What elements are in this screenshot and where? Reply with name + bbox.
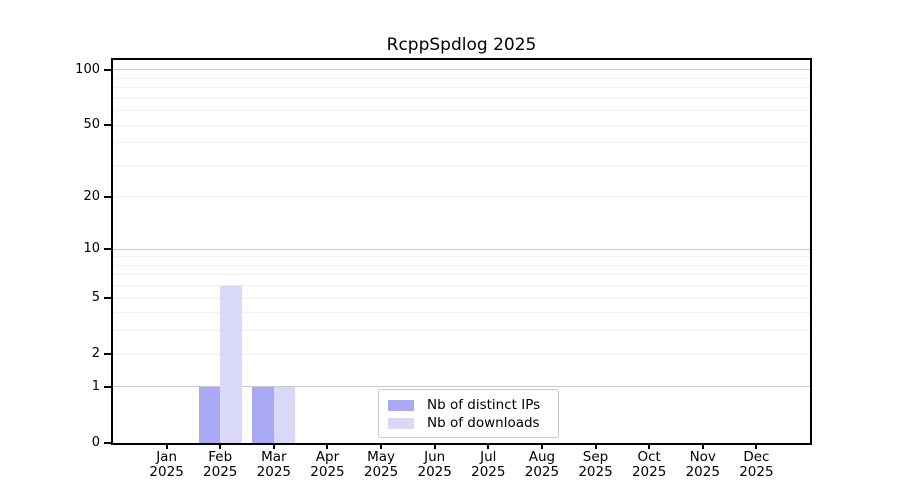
plot-area: 0 1 2 5 10 20 50 100 Jan 2025 Feb 2025 Mar 2025 Apr… bbox=[75, 58, 812, 480]
x-tick-label-jul: Jul 2025 bbox=[471, 449, 506, 480]
x-tick bbox=[701, 443, 704, 449]
minor-gridline bbox=[113, 274, 810, 276]
bar-downloads-feb bbox=[220, 285, 242, 443]
minor-gridline bbox=[113, 312, 810, 314]
y-tick-label: 100 bbox=[75, 61, 100, 77]
chart-title: RcppSpdlog 2025 bbox=[386, 35, 537, 55]
y-tick-label: 50 bbox=[83, 117, 100, 133]
y-tick bbox=[104, 442, 111, 444]
minor-gridline bbox=[113, 330, 810, 332]
x-tick bbox=[540, 443, 543, 449]
minor-gridline bbox=[113, 264, 810, 266]
minor-gridline bbox=[113, 97, 810, 99]
y-tick-label: 20 bbox=[83, 188, 100, 204]
major-gridline bbox=[113, 248, 810, 250]
bar-downloads-mar bbox=[273, 386, 296, 443]
minor-gridline bbox=[113, 196, 810, 198]
y-tick-label: 5 bbox=[91, 290, 100, 306]
x-tick bbox=[380, 443, 383, 449]
minor-gridline bbox=[113, 353, 810, 355]
x-tick-label-sep: Sep 2025 bbox=[578, 449, 613, 480]
legend-row: Nb of distinct IPs bbox=[388, 396, 550, 414]
x-tick-label-aug: Aug 2025 bbox=[524, 449, 560, 480]
y-tick bbox=[104, 248, 111, 251]
y-tick bbox=[104, 124, 111, 127]
x-tick-label-dec: Dec 2025 bbox=[739, 449, 774, 480]
x-tick-label-apr: Apr 2025 bbox=[310, 449, 345, 480]
bar-distinct-ips-feb bbox=[198, 386, 221, 443]
minor-gridline bbox=[113, 256, 810, 258]
y-tick bbox=[104, 353, 111, 356]
major-gridline bbox=[113, 386, 810, 388]
legend-swatch-distinct-ips bbox=[388, 399, 414, 411]
y-tick bbox=[104, 195, 111, 198]
x-tick-label-may: May 2025 bbox=[363, 449, 399, 480]
y-tick-label: 1 bbox=[91, 378, 100, 394]
minor-gridline bbox=[113, 142, 810, 144]
x-tick bbox=[219, 443, 222, 449]
legend-label: Nb of distinct IPs bbox=[427, 397, 541, 413]
legend: Nb of distinct IPs Nb of downloads bbox=[378, 389, 559, 438]
x-tick-label-nov: Nov 2025 bbox=[685, 449, 720, 480]
minor-gridline bbox=[113, 164, 810, 166]
y-tick-label: 0 bbox=[91, 435, 100, 450]
minor-gridline bbox=[113, 285, 810, 287]
x-tick-label-jun: Jun 2025 bbox=[417, 449, 452, 480]
y-tick bbox=[104, 297, 111, 300]
x-tick bbox=[433, 443, 436, 449]
minor-gridline bbox=[113, 87, 810, 89]
bar-distinct-ips-mar bbox=[252, 386, 274, 443]
legend-swatch-downloads bbox=[388, 417, 414, 429]
minor-gridline bbox=[113, 124, 810, 126]
x-tick bbox=[755, 443, 758, 449]
x-tick bbox=[326, 443, 329, 449]
x-tick bbox=[272, 443, 275, 449]
minor-gridline bbox=[113, 110, 810, 112]
x-tick bbox=[487, 443, 490, 449]
minor-gridline bbox=[113, 77, 810, 79]
x-tick bbox=[648, 443, 651, 449]
major-gridline bbox=[113, 69, 810, 71]
x-tick-label-mar: Mar 2025 bbox=[256, 449, 292, 480]
x-tick bbox=[594, 443, 597, 449]
x-tick-label-feb: Feb 2025 bbox=[203, 449, 238, 480]
x-tick-label-jan: Jan 2025 bbox=[149, 449, 184, 480]
y-tick bbox=[104, 68, 111, 71]
y-tick bbox=[104, 385, 111, 388]
y-tick-label: 2 bbox=[91, 346, 100, 362]
x-tick bbox=[165, 443, 168, 449]
legend-label: Nb of downloads bbox=[427, 415, 540, 431]
x-tick-label-oct: Oct 2025 bbox=[631, 449, 667, 480]
minor-gridline bbox=[113, 297, 810, 299]
y-tick-label: 10 bbox=[83, 241, 100, 257]
legend-row: Nb of downloads bbox=[388, 414, 550, 432]
